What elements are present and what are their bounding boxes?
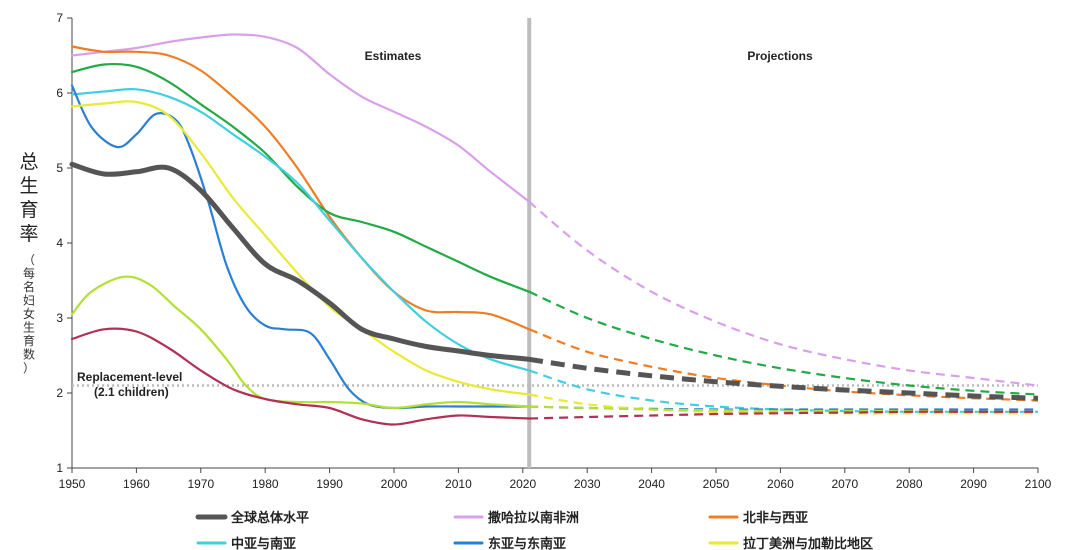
x-tick-label: 2000	[381, 477, 408, 491]
estimates-label: Estimates	[365, 49, 422, 63]
series-line-projection	[529, 393, 1038, 415]
chart-labels: Estimates Projections Replacement-level …	[77, 49, 813, 399]
series-line-estimate	[70, 62, 531, 293]
series-line-projection	[528, 290, 1039, 396]
x-tick-label: 2040	[638, 477, 665, 491]
x-tick-label: 1990	[316, 477, 343, 491]
x-tick-label: 1970	[187, 477, 214, 491]
y-tick-label: 5	[56, 161, 63, 175]
y-tick-label: 4	[56, 236, 63, 250]
x-tick-label: 1980	[252, 477, 279, 491]
legend-label: 东亚与东南亚	[488, 536, 566, 550]
y-axis-label: 总生育率	[19, 151, 38, 245]
series-line-estimate	[70, 33, 531, 203]
legend-label: 全球总体水平	[230, 510, 309, 526]
series-line-projection	[529, 410, 1038, 420]
x-tick-label: 2080	[896, 477, 923, 491]
y-tick-label: 3	[56, 311, 63, 325]
legend-label: 撒哈拉以南非洲	[488, 510, 579, 526]
legend-label: 北非与西亚	[743, 510, 808, 526]
series-line-projection	[528, 356, 1039, 401]
x-tick-label: 1960	[123, 477, 150, 491]
x-tick-label: 1950	[59, 477, 86, 491]
series-line-projection	[528, 200, 1039, 387]
x-tick-label: 2010	[445, 477, 472, 491]
x-tick-label: 2060	[767, 477, 794, 491]
replacement-label-line2: (2.1 children)	[94, 385, 169, 399]
x-tick-label: 2020	[509, 477, 536, 491]
series-line-estimate	[70, 45, 531, 331]
series-line-estimate	[69, 161, 532, 362]
reference-lines	[72, 18, 1038, 468]
x-tick-label: 2070	[831, 477, 858, 491]
legend-label: 拉丁美洲与加勒比地区	[743, 536, 873, 550]
replacement-label-line1: Replacement-level	[77, 370, 182, 384]
x-tick-label: 2050	[703, 477, 730, 491]
projections-label: Projections	[747, 49, 813, 63]
series-line-estimate	[70, 87, 531, 372]
x-tick-label: 2090	[960, 477, 987, 491]
series-line-estimate	[70, 100, 531, 396]
y-tick-label: 6	[56, 86, 63, 100]
x-tick-label: 2100	[1025, 477, 1052, 491]
series-line-estimate	[70, 84, 531, 410]
series-line-estimate	[70, 327, 531, 426]
y-axis-sublabel: （每名妇女生育数）	[23, 253, 35, 375]
y-tick-label: 2	[56, 386, 63, 400]
y-tick-label: 7	[56, 11, 63, 25]
legend-label: 中亚与南亚	[231, 536, 296, 550]
x-tick-label: 2030	[574, 477, 601, 491]
series-line-projection	[528, 328, 1039, 402]
series-line-projection	[528, 369, 1038, 413]
series-lines	[69, 33, 1039, 426]
axes: 1 2 3 4 5 6 7 1950 1960 1970 1980 1990 2000 2010 2020 2…	[19, 11, 1051, 491]
y-tick-label: 1	[56, 461, 63, 475]
